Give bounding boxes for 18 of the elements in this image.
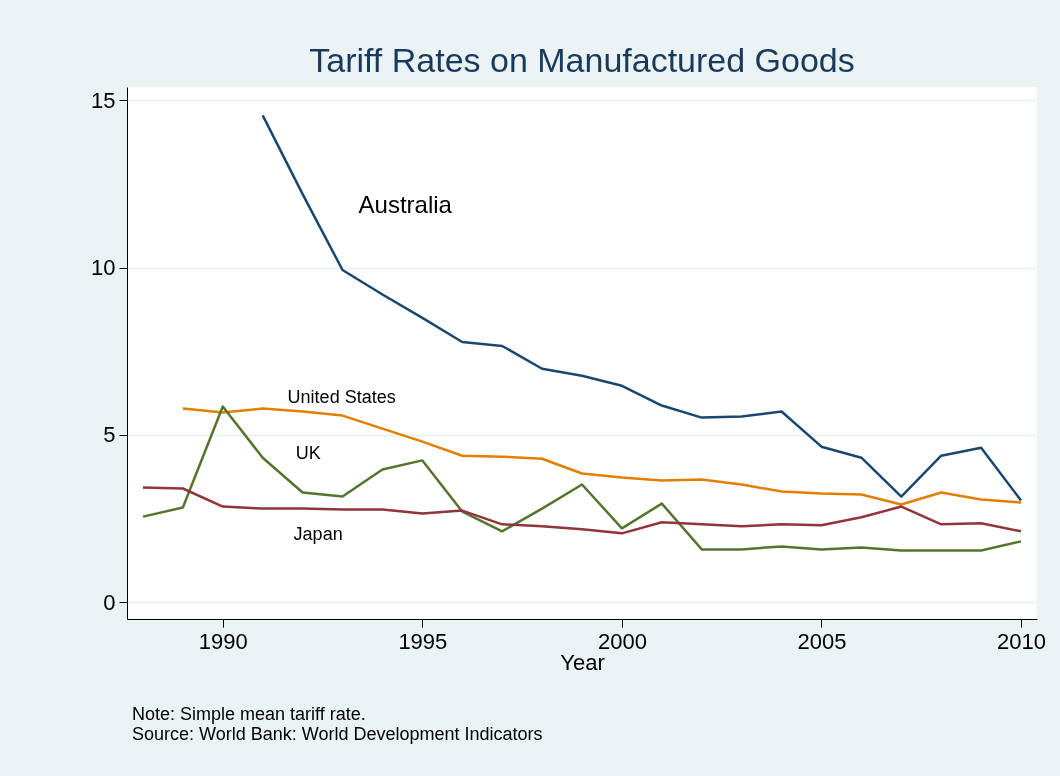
text: Note: Simple mean tariff rate. [132,704,367,724]
line-series [181,407,1023,506]
y-tick-label: 0 [103,589,116,615]
series-label: Australia [358,191,453,219]
x-tick-label: 1995 [398,628,448,654]
series-label: Japan [293,523,343,544]
y-tick-label: 5 [103,422,116,448]
series-label: United States [287,386,396,407]
chart-title: Tariff Rates on Manufactured Goods [309,41,855,79]
source-note: Source: World Bank: World Development Indicators [132,724,543,744]
x-tick-label: 2005 [797,628,847,654]
line-series [261,114,1023,502]
y-tick-label: 15 [91,87,116,113]
series-label: UK [295,442,321,463]
line-series [141,405,1023,552]
x-tick-label: 1990 [198,628,248,654]
y-tick-label: 10 [91,255,116,281]
x-tick-label: 2010 [997,628,1047,654]
